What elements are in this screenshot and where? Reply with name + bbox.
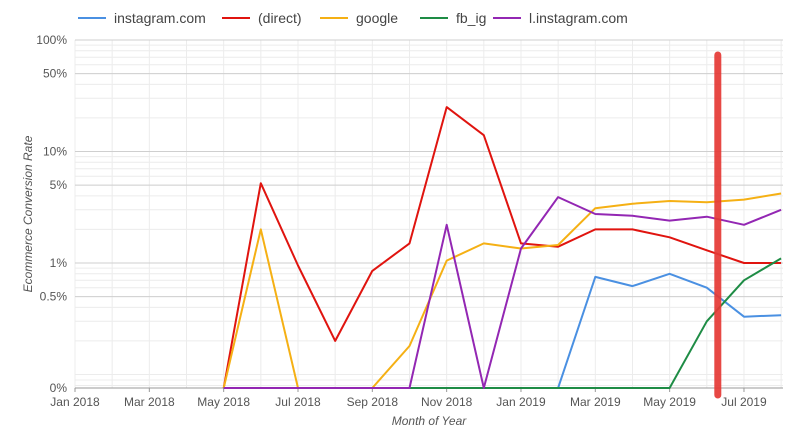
legend-label: instagram.com	[114, 10, 206, 26]
y-tick-label: 100%	[36, 33, 67, 47]
y-tick-label: 5%	[50, 178, 68, 192]
legend-item: l.instagram.com	[493, 10, 628, 26]
x-tick-label: Sep 2018	[347, 395, 399, 409]
x-tick-label: Nov 2018	[421, 395, 473, 409]
legend-swatch	[420, 17, 448, 19]
y-tick-label: 0%	[50, 381, 68, 395]
legend-label: google	[356, 10, 399, 26]
y-tick-label: 0.5%	[40, 290, 68, 304]
legend-swatch	[493, 17, 521, 19]
y-tick-label: 1%	[50, 256, 68, 270]
chart-legend: instagram.com (direct) google fb_ig l.instag…	[0, 0, 800, 36]
series-line-l-instagram-com	[223, 196, 782, 389]
series-line-instagram-com	[223, 272, 782, 389]
legend-label: (direct)	[258, 10, 302, 26]
legend-item: google	[320, 10, 398, 26]
legend-item: instagram.com	[78, 10, 206, 26]
x-axis-title: Month of Year	[392, 414, 468, 428]
y-tick-label: 50%	[43, 67, 67, 81]
x-tick-label: Mar 2019	[570, 395, 621, 409]
x-tick-label: May 2019	[643, 395, 696, 409]
series-line--direct-	[222, 106, 782, 389]
x-tick-label: Jul 2019	[721, 395, 767, 409]
x-tick-label: Jul 2018	[275, 395, 321, 409]
legend-label: fb_ig	[456, 10, 487, 26]
legend-swatch	[222, 17, 250, 19]
series-line-fb-ig	[223, 257, 782, 389]
series-line-google	[222, 192, 782, 389]
x-tick-label: Jan 2019	[496, 395, 546, 409]
y-tick-label: 10%	[43, 145, 67, 159]
legend-label: l.instagram.com	[529, 10, 628, 26]
y-axis-title: Ecommerce Conversion Rate	[21, 135, 35, 292]
x-tick-label: Jan 2018	[50, 395, 100, 409]
legend-swatch	[78, 17, 106, 19]
legend-item: fb_ig	[420, 10, 486, 26]
x-tick-label: May 2018	[197, 395, 250, 409]
legend-item: (direct)	[222, 10, 302, 26]
x-tick-label: Mar 2018	[124, 395, 175, 409]
legend-swatch	[320, 17, 348, 19]
